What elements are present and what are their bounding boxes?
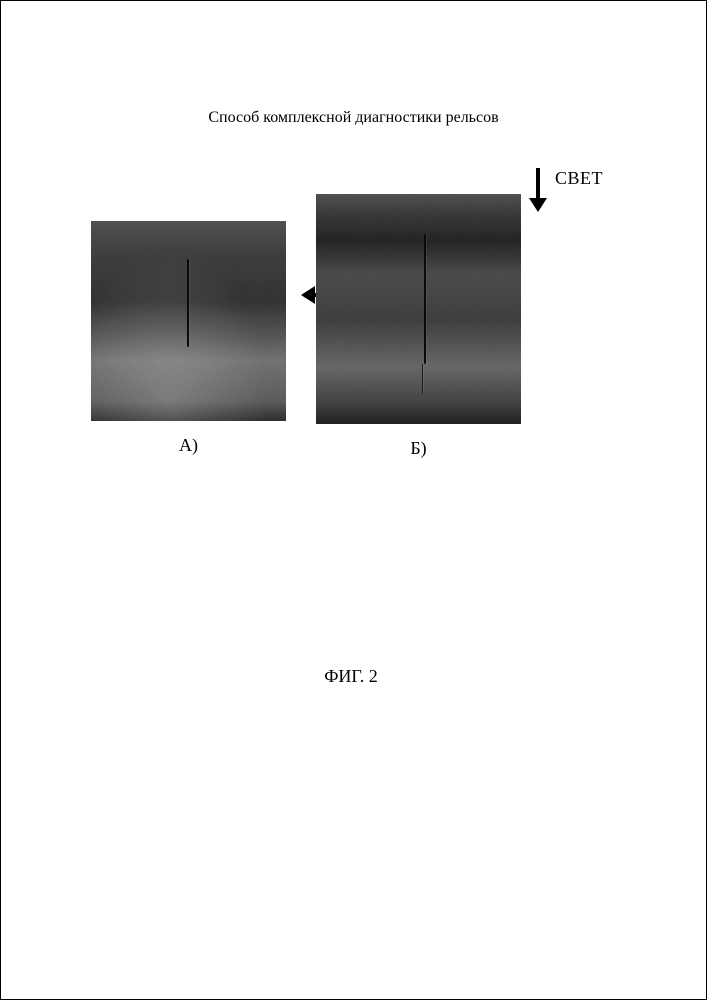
image-a	[91, 221, 286, 421]
crack-line-a	[187, 259, 189, 347]
page-title: Способ комплексной диагностики рельсов	[1, 109, 706, 127]
image-b	[316, 194, 521, 424]
crack-line-b	[424, 234, 426, 364]
panel-b-label: Б)	[410, 438, 426, 459]
panel-a: А)	[91, 176, 286, 456]
panel-b: Б)	[316, 176, 521, 459]
figure-2: СВЕТ А) СВЕТ Б) ФИГ. 2	[71, 176, 631, 459]
panel-a-label: А)	[179, 435, 198, 456]
figure-caption: ФИГ. 2	[71, 666, 631, 687]
crack-line-b-lower	[422, 364, 423, 394]
